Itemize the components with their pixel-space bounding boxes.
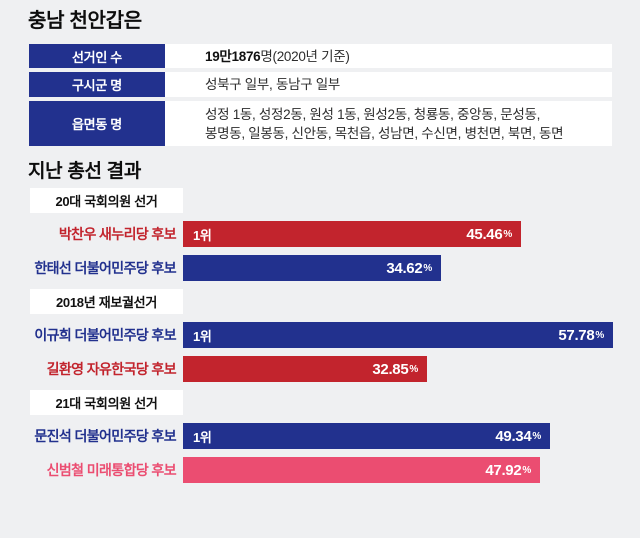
result-bar: 1위 57.78% (183, 322, 613, 348)
info-row-label: 읍면동 명 (29, 101, 165, 146)
election-title-chip: 2018년 재보궐선거 (30, 289, 183, 314)
percent-value: 34.62 (386, 259, 423, 277)
percent-label: 49.34% (495, 423, 541, 449)
past-results-section-title: 지난 총선 결과 (28, 161, 142, 182)
info-row-neighborhoods: 읍면동 명 성정 1동, 성정2동, 원성 1동, 원성2동, 청룡동, 중앙동… (29, 101, 612, 146)
percent-value: 49.34 (495, 427, 532, 445)
rank-badge: 1위 (193, 429, 212, 445)
percent-value: 32.85 (372, 360, 409, 378)
percent-sign: % (423, 262, 432, 274)
election-title-chip: 20대 국회의원 선거 (30, 188, 183, 213)
election-title-chip: 21대 국회의원 선거 (30, 390, 183, 415)
candidate-bar-row: 이규희 더불어민주당 후보 1위 57.78% (30, 322, 640, 348)
neighborhood-names-line1: 성정 1동, 성정2동, 원성 1동, 원성2동, 청룡동, 중앙동, 문성동, (205, 106, 541, 122)
percent-sign: % (503, 228, 512, 240)
percent-value: 57.78 (558, 326, 595, 344)
result-bar: 47.92% (183, 457, 540, 483)
info-row-value: 성정 1동, 성정2동, 원성 1동, 원성2동, 청룡동, 중앙동, 문성동,… (165, 101, 612, 146)
info-row-electorate: 선거인 수 19만1876명(2020년 기준) (29, 44, 612, 68)
electorate-count-suffix: 명(2020년 기준) (260, 48, 350, 64)
neighborhood-names-line2: 봉명동, 일봉동, 신안동, 목천읍, 성남면, 수신면, 병천면, 북면, 동… (205, 125, 564, 141)
percent-label: 34.62% (386, 255, 432, 281)
candidate-bar-row: 신범철 미래통합당 후보 47.92% (30, 457, 640, 483)
candidate-label: 이규희 더불어민주당 후보 (34, 327, 176, 343)
candidate-bar-row: 문진석 더불어민주당 후보 1위 49.34% (30, 423, 640, 449)
info-row-districts: 구시군 명 성북구 일부, 동남구 일부 (29, 72, 612, 97)
candidate-label: 한태선 더불어민주당 후보 (34, 260, 176, 276)
info-row-value: 19만1876명(2020년 기준) (165, 44, 612, 68)
result-bar: 32.85% (183, 356, 427, 382)
info-row-label: 선거인 수 (29, 44, 165, 68)
electorate-count-number: 19만1876 (205, 48, 261, 64)
result-bar: 34.62% (183, 255, 441, 281)
percent-label: 47.92% (485, 457, 531, 483)
electorate-count: 19만1876명(2020년 기준) (205, 47, 604, 66)
percent-sign: % (532, 430, 541, 442)
candidate-bar-row: 한태선 더불어민주당 후보 34.62% (30, 255, 640, 281)
info-row-label: 구시군 명 (29, 72, 165, 97)
district-info-table: 선거인 수 19만1876명(2020년 기준) 구시군 명 성북구 일부, 동… (29, 44, 612, 146)
candidate-label: 박찬우 새누리당 후보 (58, 226, 177, 242)
percent-sign: % (409, 363, 418, 375)
info-row-value: 성북구 일부, 동남구 일부 (165, 72, 612, 97)
rank-badge: 1위 (193, 227, 212, 243)
percent-label: 57.78% (558, 322, 604, 348)
district-names: 성북구 일부, 동남구 일부 (205, 77, 341, 92)
percent-sign: % (522, 464, 531, 476)
percent-label: 45.46% (466, 221, 512, 247)
percent-value: 45.46 (466, 225, 503, 243)
candidate-bar-row: 박찬우 새누리당 후보 1위 45.46% (30, 221, 640, 247)
election-group-2018: 2018년 재보궐선거 이규희 더불어민주당 후보 1위 57.78% 길환영 … (30, 289, 640, 382)
election-group-20th: 20대 국회의원 선거 박찬우 새누리당 후보 1위 45.46% 한태선 더불… (30, 188, 640, 281)
result-bar: 1위 45.46% (183, 221, 521, 247)
candidate-label: 길환영 자유한국당 후보 (46, 361, 177, 377)
rank-badge: 1위 (193, 328, 212, 344)
percent-label: 32.85% (372, 356, 418, 382)
percent-sign: % (595, 329, 604, 341)
page-title: 충남 천안갑은 (28, 10, 142, 32)
result-bar: 1위 49.34% (183, 423, 550, 449)
candidate-bar-row: 길환영 자유한국당 후보 32.85% (30, 356, 640, 382)
percent-value: 47.92 (485, 461, 522, 479)
candidate-label: 신범철 미래통합당 후보 (46, 462, 177, 478)
candidate-label: 문진석 더불어민주당 후보 (34, 428, 176, 444)
election-group-21st: 21대 국회의원 선거 문진석 더불어민주당 후보 1위 49.34% 신범철 … (30, 390, 640, 483)
